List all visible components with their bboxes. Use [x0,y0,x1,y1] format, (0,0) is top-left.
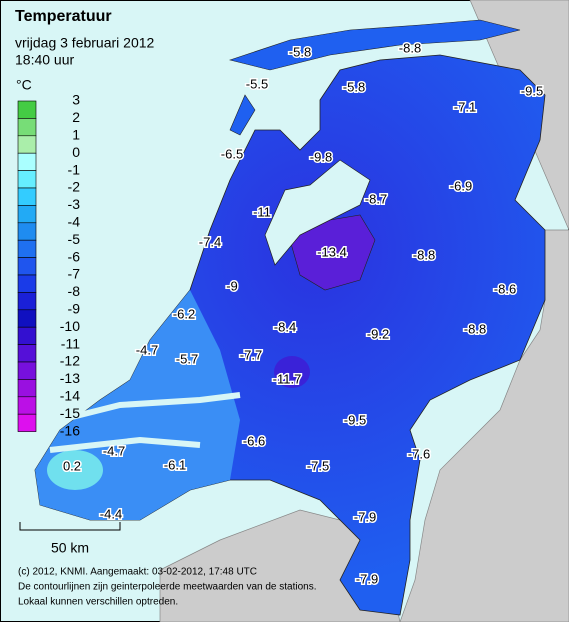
legend-swatch [17,135,37,154]
legend-swatch [17,344,37,363]
station-temperature: -8.8 [413,247,435,262]
station-temperature: -11 [253,204,271,219]
legend-swatch [17,170,37,189]
station-temperature: -8.6 [494,281,516,296]
legend-unit: °C [16,77,32,93]
station-temperature: -9 [226,278,238,293]
legend-label: -9 [68,301,81,317]
station-temperature: -4.4 [100,506,122,521]
station-temperature: -9.8 [310,149,332,164]
station-temperature: -8.8 [399,40,421,55]
legend-swatch [17,222,37,241]
station-temperature: -11.7 [273,371,302,386]
cold-area [274,356,310,388]
legend-swatch [17,274,37,293]
legend-swatch [17,239,37,258]
legend-label: -4 [68,214,81,230]
legend-swatch [17,257,37,276]
footer-line: Lokaal kunnen verschillen optreden. [18,597,178,608]
ijsselmeer [264,159,371,266]
station-temperature: -8.7 [365,191,387,206]
station-temperature: -5.8 [289,44,311,59]
legend-label: -14 [60,388,80,404]
station-temperature: -13.4 [317,244,347,259]
legend-label: 1 [72,127,80,143]
title: Temperatuur [15,8,112,25]
coldest-area [289,214,376,291]
legend-label: -11 [61,335,80,351]
footer-line: De contourlijnen zijn geinterpoleerde me… [18,582,317,593]
station-temperature: -9.5 [344,412,366,427]
legend-swatch [17,118,37,137]
scale-bar [19,522,121,531]
legend-swatch [17,326,37,345]
station-temperature: -7.4 [199,234,221,249]
station-temperature: -7.6 [408,446,430,461]
date: vrijdag 3 februari 2012 [15,35,155,51]
station-temperature: -8.8 [464,321,486,336]
estuaries [49,392,241,453]
legend-label: -5 [68,231,81,247]
time: 18:40 uur [15,52,74,68]
legend-label: -13 [60,370,80,386]
legend-label: -8 [68,283,81,299]
legend-swatch [17,361,37,380]
station-temperature: -4.7 [136,342,158,357]
station-temperature: -7.1 [454,99,476,114]
legend-swatch [17,396,37,415]
legend-swatch [17,379,37,398]
footer-line: (c) 2012, KNMI. Aangemaakt: 03-02-2012, … [18,567,257,578]
station-temperature: -6.2 [173,306,195,321]
legend-label: 3 [72,92,80,108]
legend-label: -15 [60,405,80,421]
station-temperature: -8.4 [274,319,296,334]
station-temperature: -9.2 [367,326,389,341]
stations: -5.8 -8.8 -5.5 -5.8 -9.5 -7.1 -6.5 -9.8 -6.9 -8.7… [61,39,544,588]
legend-label: 2 [72,109,80,125]
station-temperature: -6.1 [164,457,186,472]
legend-label: -12 [60,353,80,369]
legend: 32 10-1 -2-3 -4-5-6 -7-8 -9-10-11 -12-13 -14-15… [17,92,81,438]
scale-label: 50 km [51,540,89,556]
mild-area [47,450,103,490]
legend-swatch [17,187,37,206]
legend-label: -6 [68,248,81,264]
station-temperature: -5.5 [246,76,268,91]
legend-label: -16 [60,422,80,438]
station-temperature: -7.5 [307,458,329,473]
station-temperature: -7.7 [240,347,262,362]
station-temperature: -4.7 [103,443,125,458]
legend-swatch [17,205,37,224]
station-temperature: -5.8 [343,79,365,94]
station-temperature: 0.2 [63,458,81,473]
station-temperature: -7.9 [356,571,378,586]
wadden-islands [228,19,521,136]
legend-label: -7 [68,266,81,282]
legend-swatch [17,292,37,311]
station-temperature: -5.7 [176,351,198,366]
legend-label: -1 [68,161,81,177]
legend-label: -10 [60,318,80,334]
legend-swatch [17,309,37,328]
station-temperature: -7.9 [354,509,376,524]
legend-label: 0 [72,144,80,160]
station-temperature: -6.9 [450,178,472,193]
legend-swatch [17,413,37,432]
station-temperature: -6.6 [243,433,265,448]
station-temperature: -6.5 [221,146,243,161]
legend-label: -3 [68,196,81,212]
legend-label: -2 [68,179,81,195]
legend-swatch [17,152,37,171]
station-temperature: -9.5 [521,83,543,98]
legend-swatch [17,100,37,119]
